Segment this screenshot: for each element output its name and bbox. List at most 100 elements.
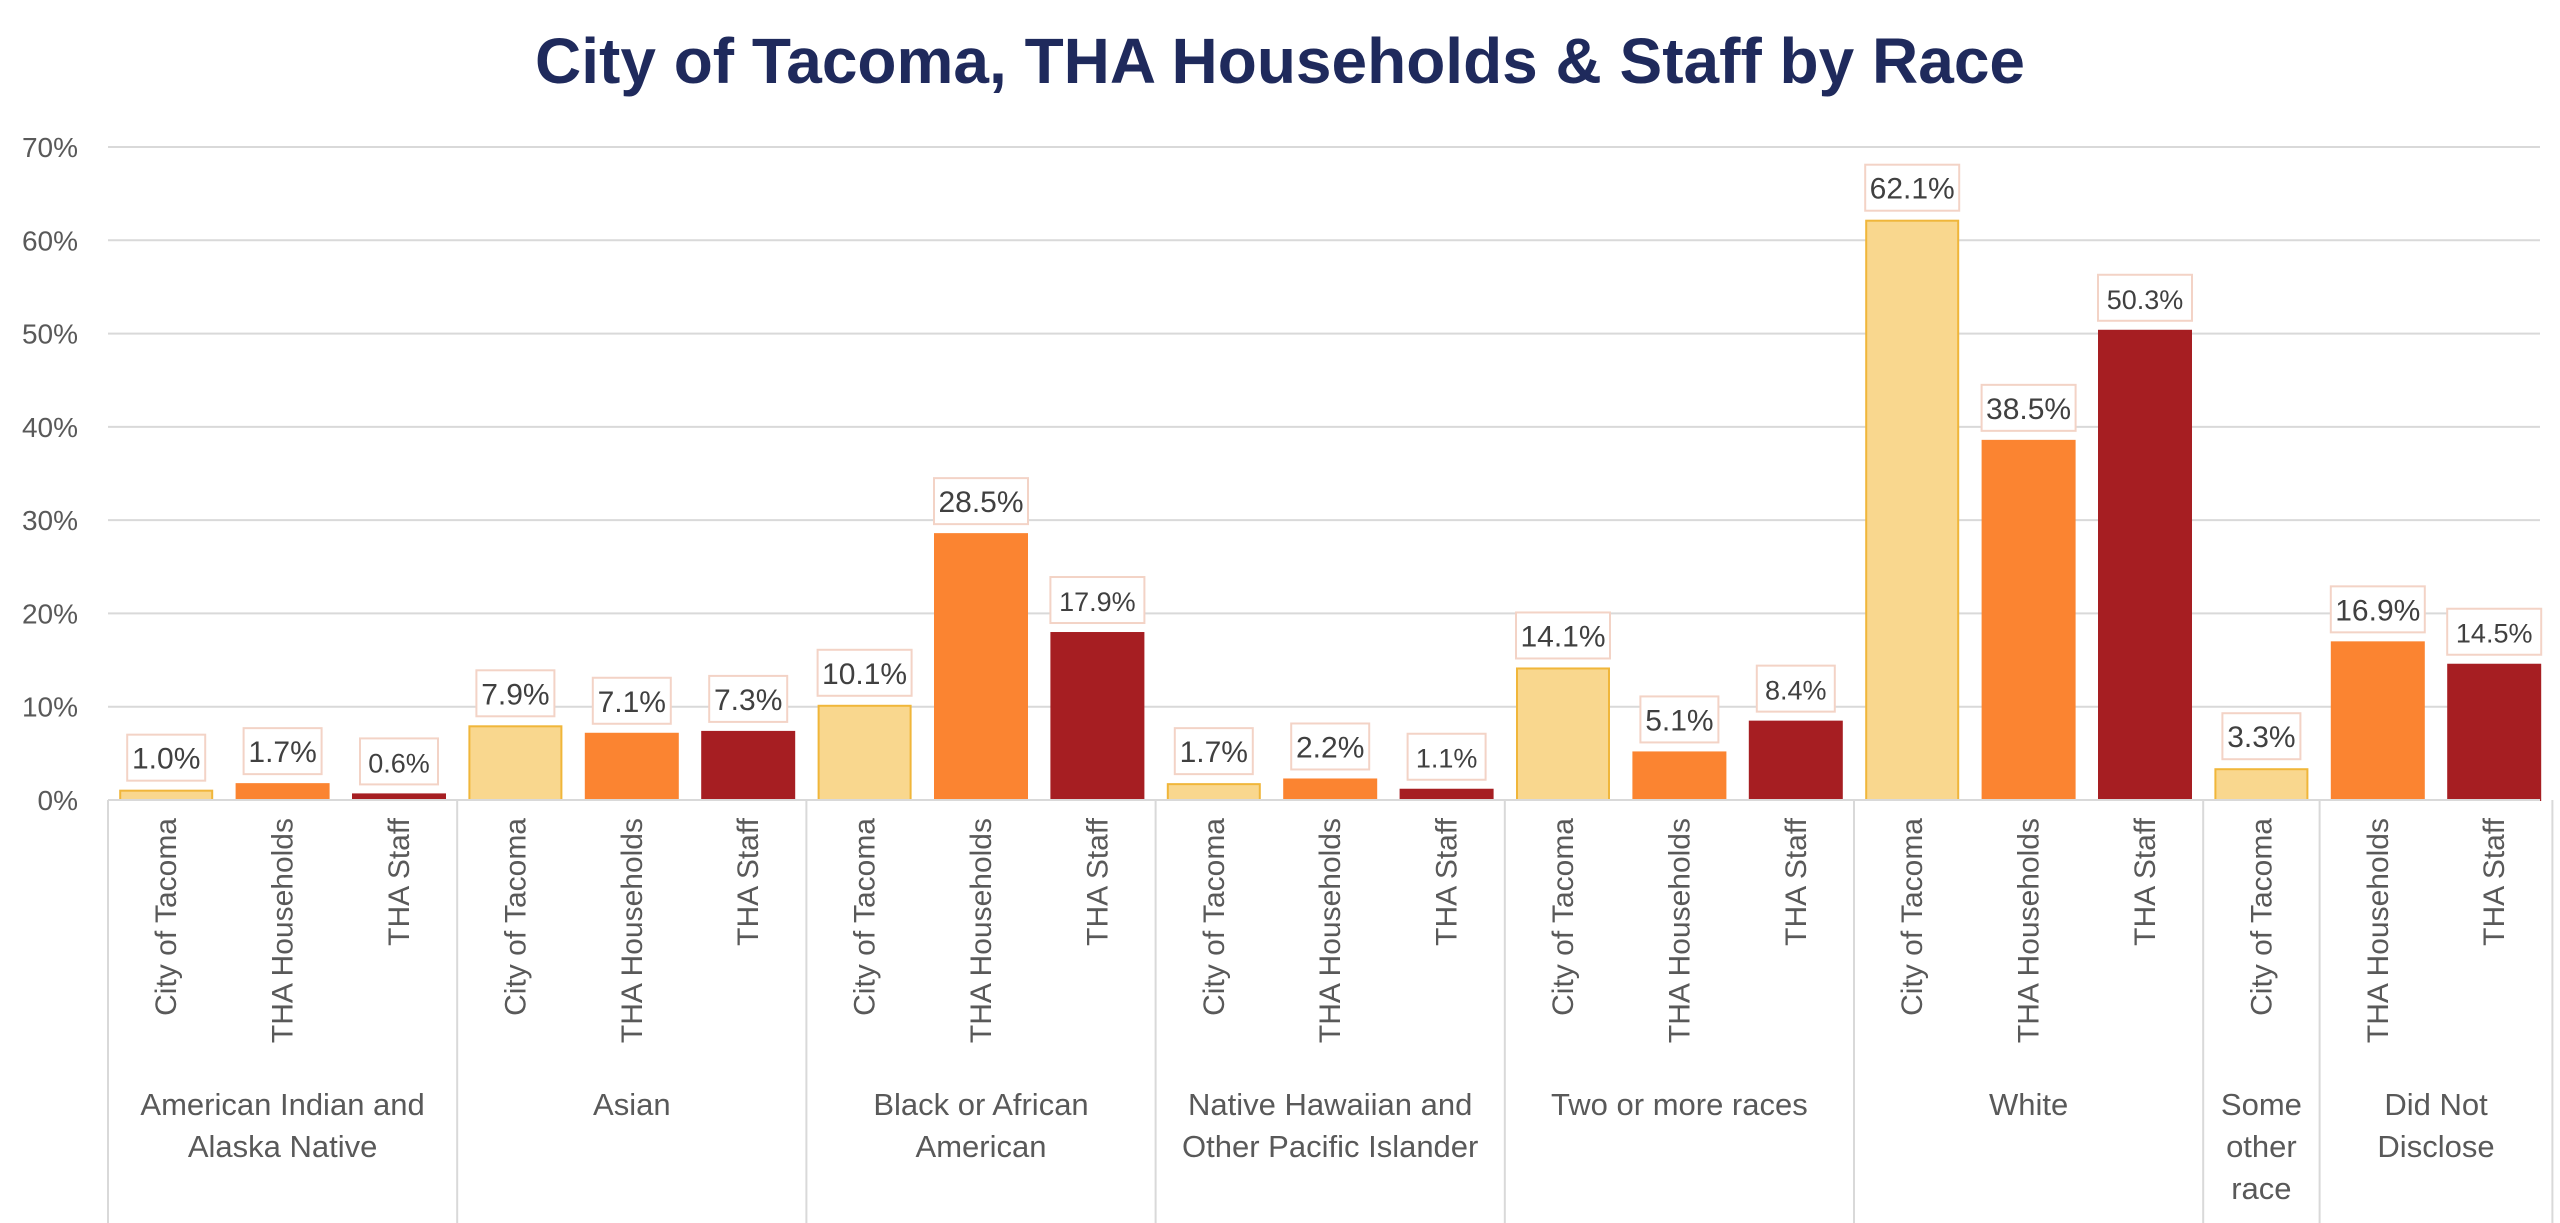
category-label: THA Households (1314, 818, 1347, 1043)
data-label: 16.9% (2335, 594, 2420, 627)
data-label-box (816, 648, 913, 697)
y-tick-label: 0% (38, 785, 78, 816)
data-label: 7.1% (598, 686, 666, 719)
group-label: Native Hawaiian and (1188, 1087, 1472, 1122)
bar (1516, 667, 1610, 802)
bar (2214, 768, 2309, 801)
data-label-box (1980, 383, 2077, 432)
bar (1050, 632, 1145, 801)
group-label: Two or more races (1551, 1087, 1808, 1122)
data-label: 1.7% (1180, 736, 1248, 769)
y-tick-label: 70% (22, 132, 78, 163)
category-label: THA Households (1663, 818, 1696, 1043)
bar (817, 704, 912, 802)
y-tick-label: 50% (22, 319, 78, 350)
data-label-box (708, 674, 789, 723)
data-label: 8.4% (1765, 676, 1827, 706)
data-label-box (591, 676, 672, 725)
group-label: Some (2221, 1087, 2302, 1122)
data-label: 14.5% (2456, 619, 2533, 649)
data-label: 14.1% (1520, 620, 1605, 653)
category-label: THA Staff (732, 817, 765, 946)
data-label: 17.9% (1059, 587, 1136, 617)
data-label-box (2221, 712, 2302, 761)
data-label-box (933, 477, 1029, 526)
category-label: THA Households (965, 818, 998, 1043)
bar (2098, 329, 2192, 801)
bar (1865, 219, 1960, 801)
data-label: 50.3% (2107, 285, 2184, 315)
data-label: 1.7% (248, 736, 316, 769)
data-label-box (1755, 664, 1836, 713)
data-label-box (1639, 695, 1720, 744)
bar (1399, 788, 1494, 802)
y-tick-label: 30% (22, 505, 78, 536)
group-label: Asian (593, 1087, 671, 1122)
data-label-box (1173, 727, 1254, 776)
category-label: City of Tacoma (2245, 818, 2278, 1016)
data-label-box (242, 727, 323, 776)
bar (1981, 439, 2076, 801)
data-label-box (1290, 722, 1371, 771)
bar (934, 533, 1028, 802)
bar (584, 732, 679, 802)
bar (1632, 751, 1727, 801)
chart-title: City of Tacoma, THA Households & Staff b… (535, 25, 2025, 97)
data-label: 1.0% (132, 743, 200, 776)
category-label: City of Tacoma (1547, 818, 1580, 1016)
y-tick-label: 20% (22, 598, 78, 629)
data-label-box (1864, 163, 1961, 212)
data-label-box (475, 669, 556, 718)
group-label: other (2226, 1129, 2297, 1164)
group-label: Did Not (2384, 1087, 2488, 1122)
data-label: 1.1% (1416, 744, 1478, 774)
group-label: Other Pacific Islander (1182, 1129, 1478, 1164)
data-label-box (2329, 585, 2426, 634)
bar (235, 783, 330, 801)
category-label: City of Tacoma (1198, 818, 1231, 1016)
y-tick-label: 40% (22, 412, 78, 443)
category-label: THA Households (267, 818, 300, 1043)
category-label: City of Tacoma (150, 818, 183, 1016)
data-label-box (126, 733, 207, 782)
data-label-box (1406, 732, 1487, 781)
category-label: City of Tacoma (1896, 818, 1929, 1016)
bar (468, 725, 563, 801)
bar (2330, 641, 2425, 802)
bar (1748, 720, 1843, 802)
data-label-box (359, 737, 439, 786)
data-label: 2.2% (1296, 731, 1364, 764)
category-label: THA Staff (2478, 817, 2511, 946)
category-label: THA Staff (2129, 817, 2162, 946)
category-label: THA Staff (1081, 817, 1114, 946)
group-label: American (916, 1129, 1047, 1164)
category-label: THA Staff (383, 817, 416, 946)
data-label: 5.1% (1645, 704, 1713, 737)
category-label: THA Households (2362, 818, 2395, 1043)
data-label: 0.6% (368, 748, 430, 778)
data-label-box (2097, 273, 2193, 322)
bar (119, 789, 214, 802)
data-label: 28.5% (938, 486, 1023, 519)
data-label-box (1515, 611, 1611, 660)
group-label: White (1989, 1087, 2068, 1122)
category-label: City of Tacoma (849, 818, 882, 1016)
group-label: Disclose (2377, 1129, 2494, 1164)
group-label: Alaska Native (188, 1129, 378, 1164)
data-label: 62.1% (1870, 173, 1955, 206)
category-label: THA Households (616, 818, 649, 1043)
data-label: 7.9% (481, 678, 549, 711)
group-label: American Indian and (140, 1087, 424, 1122)
bar (2447, 663, 2542, 801)
category-label: THA Staff (1431, 817, 1464, 946)
data-label: 3.3% (2227, 721, 2295, 754)
bar (701, 730, 796, 801)
data-label-box (1049, 576, 1146, 625)
data-label: 10.1% (822, 658, 907, 691)
data-label-box (2446, 607, 2543, 656)
group-label: Black or African (873, 1087, 1088, 1122)
group-label: race (2231, 1171, 2291, 1206)
bar (1166, 783, 1261, 801)
bar (1283, 778, 1378, 802)
